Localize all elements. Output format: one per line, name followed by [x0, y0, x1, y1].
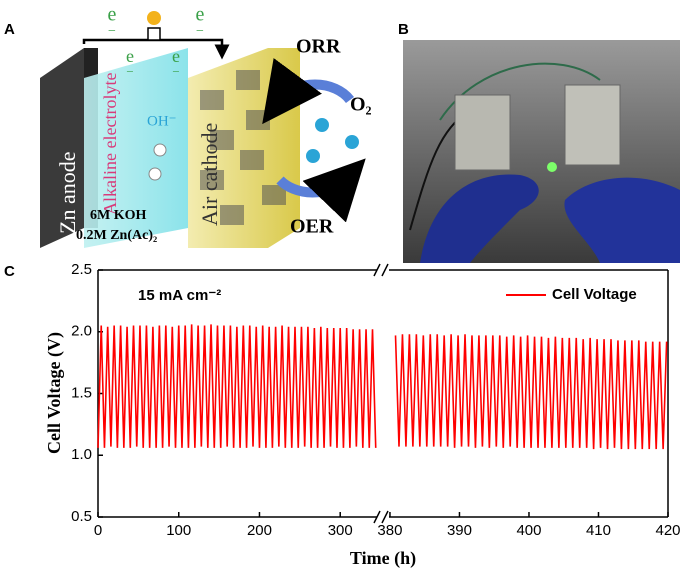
axis-break	[373, 263, 381, 277]
zn-anode	[40, 48, 84, 248]
series-line	[394, 334, 668, 450]
panel-label: A	[4, 21, 15, 38]
hydroxide-label: OH⁻	[147, 113, 177, 129]
axis-break	[373, 510, 381, 524]
electron: e	[172, 46, 180, 66]
electrolyte-zinc: 0.2M Zn(Ac)₂	[76, 228, 157, 243]
oer-arrow	[276, 158, 366, 223]
circuit-wire	[82, 38, 230, 60]
x-tick-label: 200	[247, 522, 272, 539]
annotation: 15 mA cm⁻²	[138, 287, 221, 304]
electron: e	[126, 46, 134, 66]
y-tick-label: 1.0	[71, 446, 92, 463]
device-photo	[403, 40, 680, 263]
electrolyte	[84, 48, 188, 248]
oxygen-label: O₂	[350, 94, 372, 116]
x-tick-label: 300	[328, 522, 353, 539]
oer-label: OER	[290, 216, 334, 238]
y-axis-label: Cell Voltage (V)	[44, 332, 65, 454]
y-tick-label: 2.5	[71, 261, 92, 278]
electrolyte-label: Alkaline electrolyte	[100, 73, 120, 215]
x-tick-label: 390	[447, 522, 472, 539]
glove	[564, 177, 680, 263]
orr-label: ORR	[296, 36, 341, 58]
battery-diagram: e − e − e − e − Zn anode Alkaline electr…	[40, 4, 372, 248]
oxygen-molecule	[315, 118, 329, 132]
ion	[148, 167, 162, 181]
cell	[564, 84, 621, 166]
y-tick-label: 2.0	[71, 323, 92, 340]
x-tick-label: 410	[586, 522, 611, 539]
glove	[420, 174, 539, 263]
x-tick-label: 380	[377, 522, 402, 539]
panel-label: B	[398, 21, 409, 38]
x-tick-label: 0	[94, 522, 102, 539]
electron-charge: −	[172, 64, 179, 79]
y-tick-label: 1.5	[71, 384, 92, 401]
bulb	[147, 11, 161, 25]
chart: 15 mA cm⁻² Time (h) Cell Voltage (V) 0.5…	[44, 261, 680, 569]
axis-break	[381, 510, 389, 524]
electron: e	[108, 4, 117, 26]
x-axis-label: Time (h)	[350, 548, 416, 569]
oxygen-molecule	[306, 149, 320, 163]
air-cathode-label: Air cathode	[197, 123, 222, 226]
electron-charge: −	[196, 24, 204, 39]
y-tick-label: 0.5	[71, 508, 92, 525]
x-tick-label: 100	[166, 522, 191, 539]
panel-label: C	[4, 263, 15, 280]
electron: e	[196, 4, 205, 26]
cell	[454, 94, 511, 171]
x-tick-label: 420	[655, 522, 680, 539]
axis-break	[381, 263, 389, 277]
orr-arrow	[262, 58, 355, 125]
x-tick-label: 400	[516, 522, 541, 539]
led	[547, 162, 557, 172]
electron-charge: −	[126, 64, 133, 79]
ion	[153, 143, 167, 157]
oxygen-molecule	[345, 135, 359, 149]
legend-label: Cell Voltage	[552, 286, 637, 303]
electrolyte-koh: 6M KOH	[90, 208, 146, 223]
bulb-base	[147, 27, 161, 41]
electron-charge: −	[108, 24, 116, 39]
series-line	[97, 324, 377, 448]
zn-anode-label: Zn anode	[55, 152, 80, 234]
